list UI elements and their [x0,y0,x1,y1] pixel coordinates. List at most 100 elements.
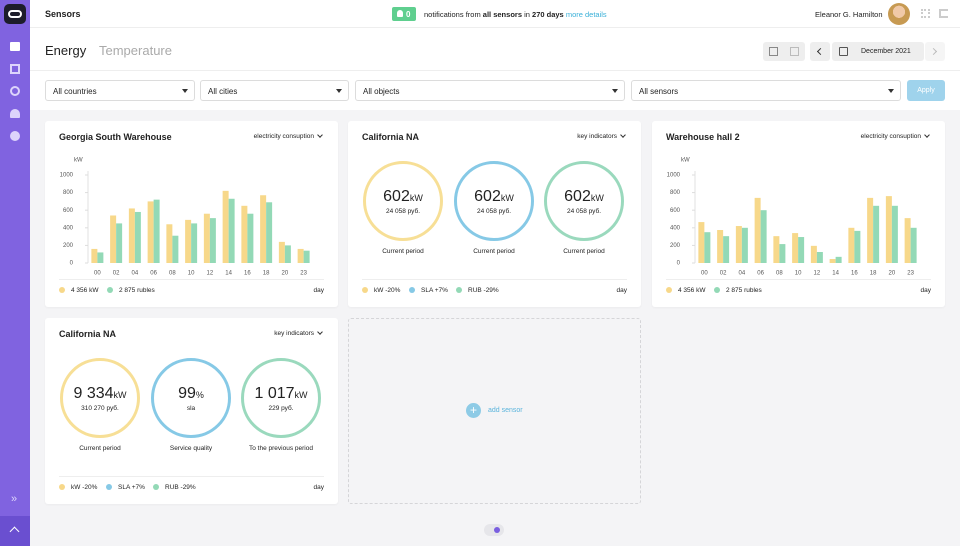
x-tick-label: 16 [851,271,858,277]
add-sensor-label[interactable]: add sensor [488,407,523,414]
sidebar: » [0,0,30,546]
y-tick-label: 400 [670,225,681,231]
grid-icon[interactable] [921,9,930,18]
add-sensor-area[interactable]: + add sensor [348,318,641,504]
kpi-ring: 602kW 24 058 руб. [363,161,443,241]
bar [154,200,160,263]
bar [867,198,873,263]
location-icon[interactable] [10,86,20,96]
legend-item: 4 356 kW [59,287,98,294]
bar [854,231,860,263]
y-tick-label: 600 [670,208,681,214]
home-icon[interactable] [10,42,20,51]
kpi-ring: 602kW24 058 руб. [454,161,534,241]
prev-button[interactable] [810,42,830,61]
bar [229,199,235,263]
legend-dot [666,287,672,293]
legend-label: 2 875 rubles [119,287,155,294]
country-select[interactable]: All countries [45,80,195,101]
avatar[interactable] [888,3,910,25]
widget-card: California NAkey indicatorsday602kW24 05… [348,121,641,307]
bar [135,212,141,263]
expand-icon[interactable]: » [11,493,17,505]
chevron [317,329,323,335]
legend-label: RUB -29% [165,484,196,491]
next-button[interactable] [925,42,945,61]
scope: all sensors [483,10,522,19]
x-tick-label: 08 [776,271,783,277]
apply-button[interactable]: Apply [907,80,945,101]
x-tick-label: 10 [795,271,802,277]
tab[interactable]: Temperature [99,43,172,58]
kpi-value: 99 [178,385,196,402]
bar [905,218,911,263]
widget-dropdown[interactable]: key indicators [274,330,314,337]
kpi-sub: 24 058 руб. [386,208,420,215]
add-icon[interactable]: + [466,403,481,418]
bar [911,228,917,263]
user-name[interactable]: Eleanor G. Hamilton [815,10,883,19]
kpi-value-line: 602kW [383,188,423,206]
date-picker[interactable]: December 2021 [832,42,924,61]
bar [761,210,767,263]
widget-card: California NAkey indicatorsday9 334kW310… [45,318,338,504]
legend-label: 4 356 kW [678,287,705,294]
bell-icon[interactable] [10,109,20,118]
legend-label: SLA +7% [118,484,145,491]
tab-active[interactable]: Energy [45,43,86,58]
x-tick-label: 23 [300,271,307,277]
kpi-unit: kW [114,390,127,400]
calendar-icon[interactable] [10,64,20,74]
y-tick-label: 800 [63,190,74,196]
y-tick-label: 200 [63,243,74,249]
bar [247,214,253,263]
x-tick-label: 23 [907,271,914,277]
bar [848,228,854,263]
y-tick-label: 0 [70,261,74,267]
legend-item: RUB -29% [153,484,196,491]
notification-badge[interactable]: 0 [392,7,416,21]
chart: kW02004006008001000000204060810121416182… [45,121,338,307]
toggle[interactable] [484,524,504,536]
bar [298,249,304,263]
kpi-value-line: 602kW [564,188,604,206]
bar [704,232,710,263]
legend-dot [456,287,462,293]
legend-label: kW -20% [374,287,400,294]
kpi-value-line: 602kW [474,188,514,206]
bar [148,201,154,263]
legend-label: RUB -29% [468,287,499,294]
bar [129,208,135,263]
x-tick-label: 06 [150,271,157,277]
legend-dot [59,287,65,293]
legend-dot [107,287,113,293]
help-icon[interactable] [10,131,20,141]
sensor-select[interactable]: All sensors [631,80,901,101]
y-tick-label: 1000 [60,173,74,179]
y-axis-label: kW [681,158,690,164]
kpi-unit: kW [410,193,423,203]
x-tick-label: 08 [169,271,176,277]
widget-dropdown[interactable]: key indicators [577,133,617,140]
bar [836,257,842,263]
bar [830,259,836,263]
bar [304,251,310,263]
sidebar-footer[interactable] [0,516,30,546]
x-tick-label: 14 [832,271,839,277]
view-toggle[interactable] [763,42,805,61]
widget-card: Georgia South Warehouseelectricity consu… [45,121,338,307]
x-tick-label: 06 [757,271,764,277]
legend-dot [362,287,368,293]
more-details-link[interactable]: more details [566,10,607,19]
object-select[interactable]: All objects [355,80,625,101]
logout-icon[interactable] [939,9,948,18]
widget-card: Warehouse hall 2electricity consuptionda… [652,121,945,307]
city-select[interactable]: All cities [200,80,349,101]
x-tick-label: 14 [225,271,232,277]
kpi-sub: 310 270 руб. [81,405,119,412]
kpi-unit: kW [591,193,604,203]
y-tick-label: 1000 [667,173,681,179]
x-tick-label: 00 [94,271,101,277]
legend-item: SLA +7% [409,287,448,294]
